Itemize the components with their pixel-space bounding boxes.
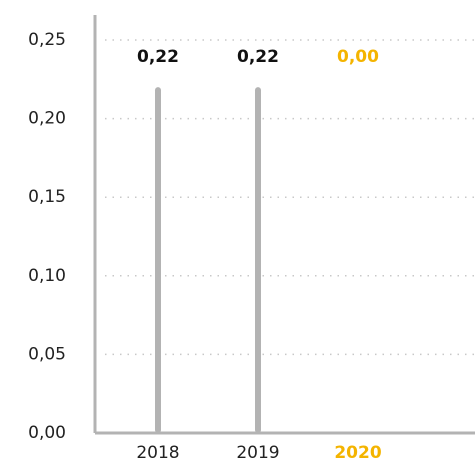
y-tick-label: 0,05 (28, 344, 66, 364)
value-label: 0,22 (137, 47, 179, 67)
y-tick-label: 0,25 (28, 30, 66, 50)
x-tick-label: 2018 (136, 443, 179, 462)
y-tick-label: 0,10 (28, 266, 66, 286)
y-tick-label: 0,15 (28, 187, 66, 207)
x-tick-label: 2020 (334, 443, 381, 462)
x-tick-label: 2019 (236, 443, 279, 462)
y-tick-label: 0,20 (28, 109, 66, 129)
bar (155, 87, 161, 433)
value-label: 0,22 (237, 47, 279, 67)
y-tick-label: 0,00 (28, 423, 66, 443)
bar (255, 87, 261, 433)
value-label: 0,00 (337, 47, 379, 67)
